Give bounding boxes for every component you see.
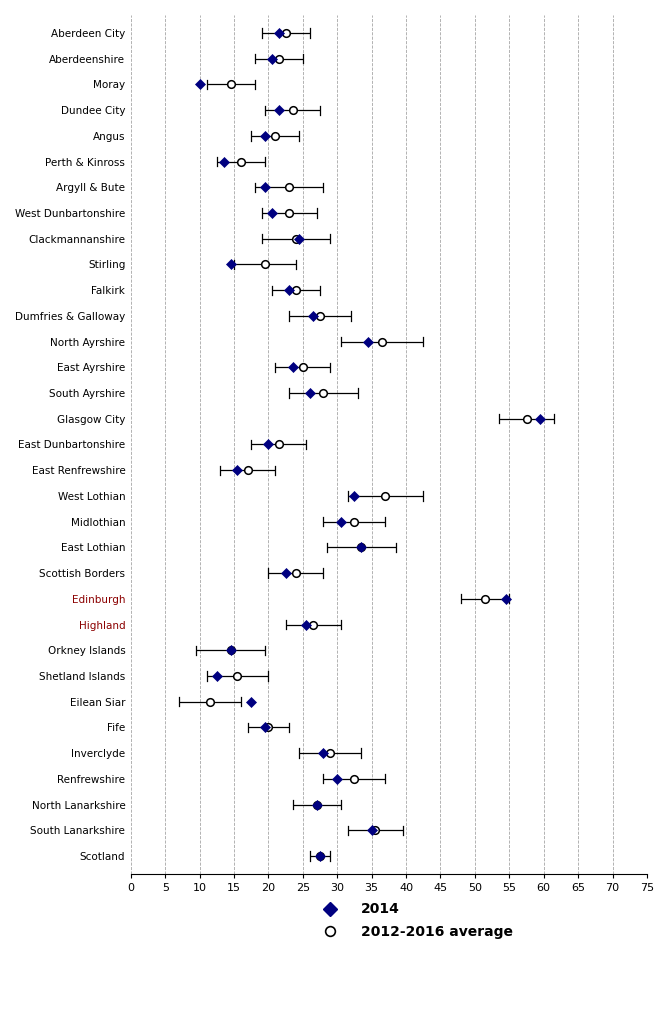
- Legend: 2014, 2012-2016 average: 2014, 2012-2016 average: [311, 897, 518, 944]
